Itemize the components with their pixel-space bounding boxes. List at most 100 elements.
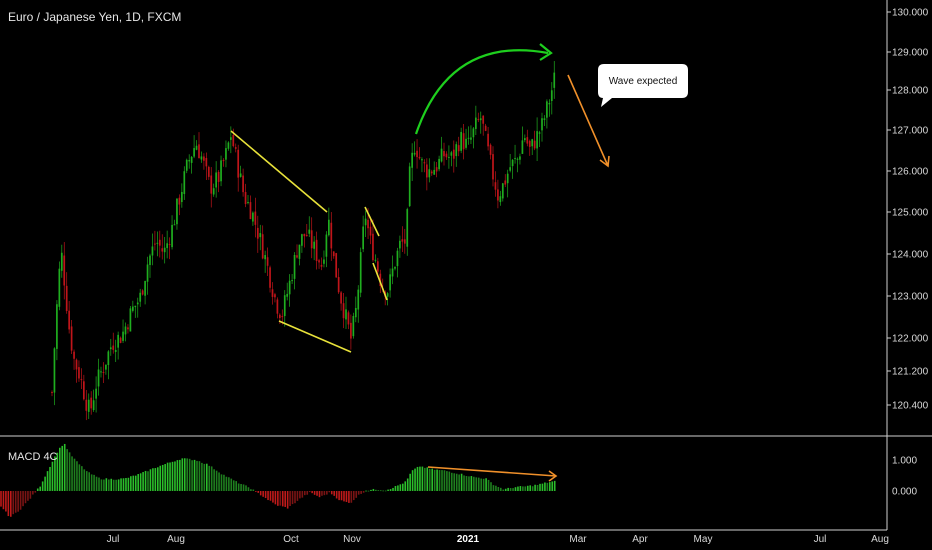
macd-bar xyxy=(370,489,372,491)
candle-up xyxy=(531,138,534,155)
macd-bar xyxy=(264,491,267,499)
macd-bar xyxy=(272,491,274,503)
macd-bar xyxy=(100,479,103,491)
macd-bar xyxy=(103,479,105,491)
macd-bar xyxy=(225,476,228,491)
candle-up xyxy=(536,117,538,162)
macd-bar xyxy=(308,491,311,493)
macd-bar xyxy=(240,483,242,491)
candle-up xyxy=(501,182,504,202)
candle-down xyxy=(303,233,306,248)
macd-bar xyxy=(171,461,174,491)
macd-bar xyxy=(350,491,353,503)
candle-up xyxy=(470,125,472,144)
candle-down xyxy=(237,144,240,192)
price-tick-label: 122.000 xyxy=(892,334,929,345)
candle-up xyxy=(283,290,286,327)
macd-bar xyxy=(206,463,208,491)
candle-up xyxy=(313,236,315,261)
candle-up xyxy=(286,282,289,301)
candle-up xyxy=(181,183,183,208)
macd-bar xyxy=(10,491,12,517)
macd-bar xyxy=(198,461,201,491)
macd-bar xyxy=(5,491,7,512)
candle-down xyxy=(457,136,460,157)
candle-down xyxy=(242,168,244,197)
candle-down xyxy=(232,128,235,148)
macd-bar xyxy=(125,478,127,491)
candle-down xyxy=(158,230,161,258)
candle-down xyxy=(217,170,220,193)
candle-down xyxy=(70,320,73,354)
time-tick-label: Apr xyxy=(632,534,648,545)
candle-down xyxy=(462,123,465,160)
macd-bar xyxy=(63,443,66,491)
macd-bar xyxy=(154,468,157,491)
macd-bar xyxy=(157,467,159,491)
macd-bar xyxy=(382,490,384,492)
price-tick-label: 127.000 xyxy=(892,126,929,137)
candle-up xyxy=(264,250,266,273)
candle-up xyxy=(227,141,230,151)
candle-up xyxy=(352,312,355,339)
candle-down xyxy=(452,140,455,173)
macd-bar xyxy=(59,447,61,491)
candle-up xyxy=(183,166,186,200)
macd-bar xyxy=(323,491,326,496)
macd-bar xyxy=(379,490,382,492)
macd-bar xyxy=(414,468,416,491)
candle-up xyxy=(176,198,178,230)
candle-up xyxy=(511,159,514,179)
drawings xyxy=(230,43,610,482)
macd-bar xyxy=(301,491,304,498)
macd-bar xyxy=(93,474,95,491)
macd-bar xyxy=(406,478,409,491)
candle-down xyxy=(492,146,494,187)
price-tick-label: 123.000 xyxy=(892,292,929,303)
candle-down xyxy=(403,228,406,254)
candle-up xyxy=(308,216,311,238)
macd-bar xyxy=(541,483,544,491)
macd-bar xyxy=(355,491,358,498)
candle-up xyxy=(190,156,193,174)
candle-up xyxy=(291,274,293,285)
macd-bar xyxy=(44,476,46,491)
candle-up xyxy=(541,112,543,142)
candle-up xyxy=(173,219,176,226)
macd-bar xyxy=(78,464,81,491)
macd-bar xyxy=(98,477,100,491)
macd-bar xyxy=(159,465,162,491)
macd-bar xyxy=(235,481,237,491)
macd-bar xyxy=(24,491,27,504)
candle-down xyxy=(51,390,53,397)
candle-up xyxy=(328,207,330,237)
macd-bar xyxy=(500,487,502,491)
candle-up xyxy=(374,254,377,263)
candle-down xyxy=(269,265,271,293)
macd-bar xyxy=(399,484,402,491)
macd-bar xyxy=(27,491,29,501)
macd-bar xyxy=(438,470,441,491)
candle-down xyxy=(504,174,507,188)
macd-bar xyxy=(475,477,478,491)
macd-bar xyxy=(338,491,340,501)
macd-bar xyxy=(188,458,191,491)
macd-bar xyxy=(362,491,365,493)
macd-bar xyxy=(333,491,335,496)
candle-up xyxy=(136,297,139,318)
candle-down xyxy=(127,324,129,334)
candle-down xyxy=(210,167,213,208)
candle-up xyxy=(195,140,198,151)
macd-bar xyxy=(215,470,218,491)
macd-bar xyxy=(269,491,272,501)
macd-bar xyxy=(105,478,108,491)
macd-bar xyxy=(291,491,294,505)
candle-up xyxy=(220,155,222,187)
macd-bar xyxy=(83,469,86,491)
macd-bar xyxy=(294,491,296,504)
macd-bar xyxy=(480,478,482,491)
candle-up xyxy=(166,230,168,259)
time-tick-label: Nov xyxy=(343,534,361,545)
price-tick-label: 128.000 xyxy=(892,86,929,97)
